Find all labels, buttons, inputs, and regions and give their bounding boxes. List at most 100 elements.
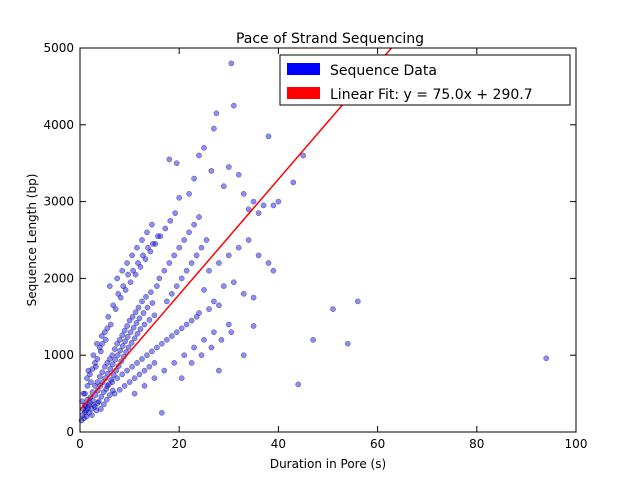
scatter-point [213, 110, 220, 117]
scatter-point [104, 325, 111, 332]
scatter-point [295, 381, 302, 388]
scatter-point [201, 336, 207, 343]
scatter-point [208, 344, 215, 351]
x-tick-label: 100 [565, 437, 588, 451]
scatter-point [134, 360, 140, 366]
scatter-point [109, 352, 116, 359]
scatter-point [290, 179, 297, 186]
scatter-point [158, 340, 165, 347]
scatter-point [130, 324, 137, 331]
scatter-point [117, 347, 124, 354]
scatter-point [171, 252, 178, 259]
scatter-point [186, 191, 192, 197]
scatter-point [191, 221, 197, 228]
scatter-point [245, 237, 252, 243]
scatter-point [149, 348, 155, 355]
scatter-point [270, 267, 277, 274]
scatter-point [310, 336, 316, 343]
scatter-point [143, 293, 149, 300]
scatter-point [146, 317, 153, 323]
scatter-point [95, 399, 101, 406]
scatter-point [99, 340, 106, 347]
legend: Sequence Data Linear Fit: y = 75.0x + 29… [279, 54, 571, 106]
legend-label-linear-fit: Linear Fit: y = 75.0x + 290.7 [330, 87, 533, 103]
y-tick-label: 4000 [43, 118, 74, 132]
scatter-point [206, 267, 212, 274]
scatter-point [260, 202, 267, 209]
scatter-point [240, 352, 247, 359]
scatter-point [131, 375, 138, 382]
scatter-point [206, 306, 212, 312]
scatter-points [78, 60, 550, 424]
scatter-point [94, 340, 100, 347]
scatter-point [124, 367, 130, 374]
scatter-point [126, 379, 133, 385]
scatter-point [167, 217, 174, 224]
y-tick-label: 1000 [43, 348, 74, 362]
scatter-point [186, 229, 192, 236]
scatter-point [124, 260, 130, 266]
scatter-point [225, 252, 232, 259]
scatter-point [158, 409, 165, 416]
scatter-point [141, 321, 148, 328]
scatter-point [82, 390, 88, 397]
scatter-point [228, 60, 235, 67]
scatter-point [146, 363, 153, 370]
scatter-point [90, 397, 96, 404]
scatter-point [255, 252, 262, 259]
scatter-point [141, 367, 148, 374]
scatter-point [151, 375, 158, 382]
scatter-point [270, 202, 277, 209]
scatter-point [130, 267, 136, 274]
y-tick-label: 0 [66, 425, 74, 439]
scatter-point [120, 283, 127, 289]
scatter-point [178, 325, 185, 332]
scatter-point [124, 333, 131, 340]
scatter-point [173, 160, 180, 167]
scatter-point [265, 133, 272, 140]
scatter-point [176, 194, 183, 201]
scatter-point [96, 373, 103, 380]
scatter-point [163, 298, 170, 305]
scatter-point [111, 390, 118, 397]
scatter-point [196, 152, 202, 159]
scatter-point [161, 367, 168, 374]
scatter-point [354, 298, 361, 305]
scatter-point [220, 283, 227, 289]
scatter-point [211, 329, 217, 336]
scatter-point [235, 244, 242, 251]
scatter-point [220, 183, 227, 190]
scatter-point [119, 343, 126, 349]
scatter-point [111, 346, 118, 352]
scatter-point [149, 300, 156, 306]
scatter-point [228, 329, 235, 336]
scatter-point [144, 352, 150, 359]
scatter-point [129, 252, 135, 259]
y-axis-label: Sequence Length (bp) [25, 174, 39, 307]
scatter-point [191, 344, 197, 351]
scatter-point [125, 344, 132, 351]
scatter-point [230, 279, 237, 286]
scatter-point [129, 313, 136, 320]
scatter-point [119, 332, 126, 339]
legend-label-sequence-data: Sequence Data [330, 63, 437, 79]
scatter-point [149, 221, 155, 228]
scatter-point [275, 198, 282, 205]
scatter-point [191, 175, 197, 182]
scatter-point [135, 304, 142, 311]
scatter-point [109, 379, 116, 385]
scatter-point [151, 312, 158, 319]
scatter-point [156, 275, 163, 282]
scatter-point [171, 360, 178, 366]
scatter-point [122, 338, 128, 345]
scatter-point [250, 198, 257, 205]
scatter-point [103, 396, 110, 403]
scatter-point [137, 326, 144, 332]
scatter-point [201, 144, 207, 151]
scatter-point [173, 329, 180, 336]
scatter-point [136, 315, 143, 322]
scatter-point [115, 290, 122, 297]
scatter-point [114, 352, 121, 359]
scatter-point [109, 361, 116, 368]
scatter-point [168, 333, 175, 339]
